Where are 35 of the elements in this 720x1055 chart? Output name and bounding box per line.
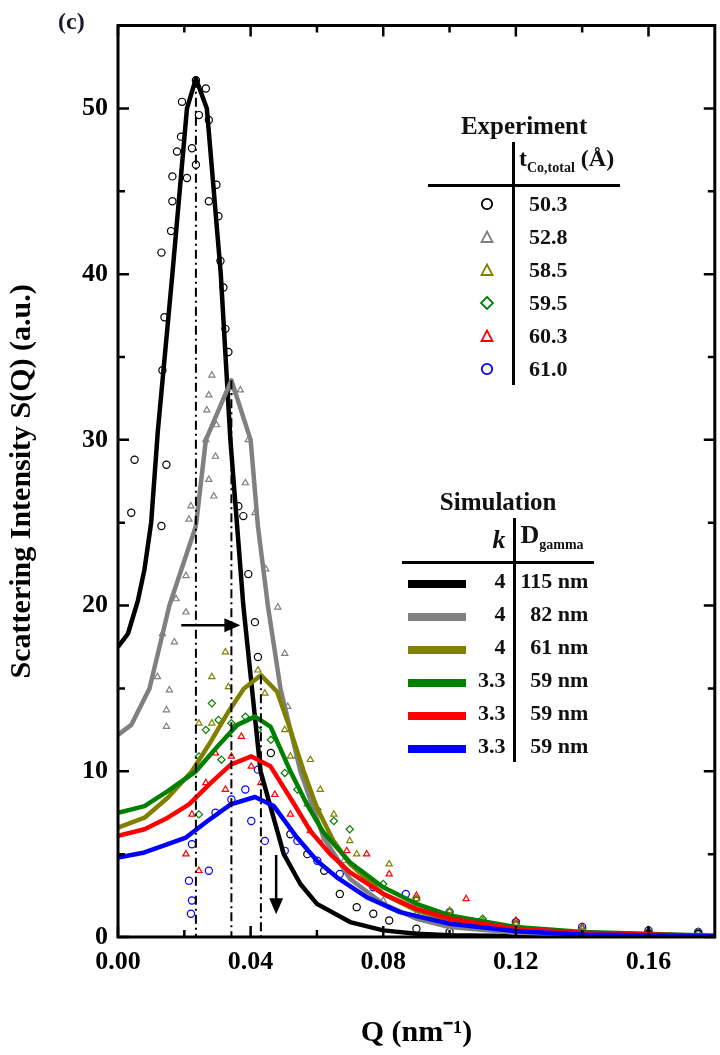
x-tick-label: 0.16: [625, 946, 672, 976]
x-tick-label: 0.08: [360, 946, 406, 976]
annotation: t$_{Co,total}$ (Å): [511, 142, 621, 186]
annotation: 115 nm: [519, 567, 590, 596]
y-tick-label: 20: [82, 589, 108, 619]
y-tick-label: 40: [82, 257, 108, 287]
legend-label: 4: [493, 633, 507, 662]
y-tick-label: 30: [82, 423, 108, 453]
y-tick-label: 50: [82, 92, 108, 122]
annotation: Experiment: [459, 112, 589, 141]
chart-title: (c): [58, 8, 85, 35]
x-tick-label: 0.04: [227, 946, 274, 976]
legend-label: 3.3: [477, 666, 507, 695]
legend-label: 60.3: [528, 321, 569, 350]
legend-label: 3.3: [477, 699, 507, 728]
legend-label: 52.8: [528, 222, 569, 251]
annotation: k: [472, 518, 513, 563]
legend-label: 59.5: [528, 288, 569, 317]
y-axis-title: Scattering Intensity S(Q) (a.u.): [2, 284, 37, 679]
annotation: 59 nm: [529, 699, 590, 728]
y-tick-label: 10: [82, 755, 108, 785]
legend-label: 58.5: [528, 255, 569, 284]
legend-label: 50.3: [528, 189, 569, 218]
legend-label: 3.3: [477, 732, 507, 761]
annotation: D$_{gamma}$: [513, 518, 595, 563]
x-tick-label: 0.12: [493, 946, 539, 976]
annotation: 61 nm: [529, 633, 590, 662]
x-axis-title: Q (nm⁻¹): [360, 1013, 473, 1048]
legend-label: 61.0: [528, 354, 569, 383]
annotation: 82 nm: [529, 600, 590, 629]
annotation: Simulation: [438, 488, 558, 517]
legend-label: 4: [493, 600, 507, 629]
annotation: 59 nm: [529, 732, 590, 761]
annotation: 59 nm: [529, 666, 590, 695]
legend-label: 4: [493, 567, 507, 596]
